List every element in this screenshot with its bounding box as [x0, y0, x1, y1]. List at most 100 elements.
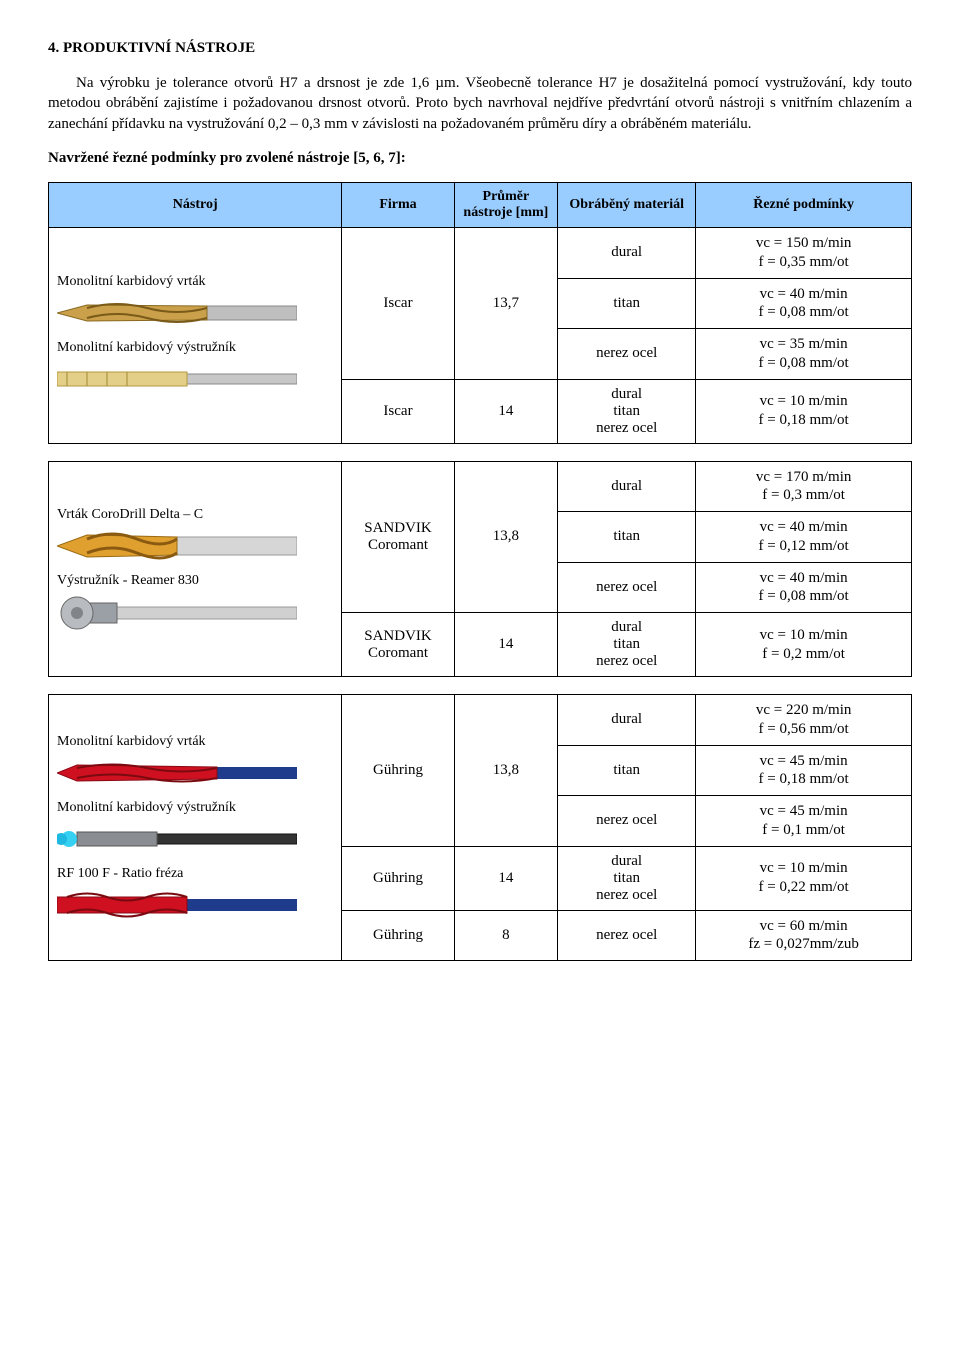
mat-cell: nerez ocel [558, 910, 696, 961]
cond-cell: vc = 40 m/min f = 0,08 mm/ot [696, 278, 912, 329]
firm-cell: Gühring [342, 910, 454, 961]
spacer [49, 443, 912, 461]
diam-cell: 14 [454, 846, 558, 910]
mat-line: nerez ocel [596, 887, 657, 903]
tool-cell: Vrták CoroDrill Delta – C Výstružník - R… [49, 461, 342, 677]
drill-icon [57, 296, 297, 330]
cond-cell: vc = 45 m/min f = 0,18 mm/ot [696, 745, 912, 796]
tool-label: Monolitní karbidový výstružník [57, 800, 333, 816]
firm-cell: SANDVIK Coromant [342, 461, 454, 613]
cond-line: f = 0,1 mm/ot [762, 822, 845, 838]
mat-line: nerez ocel [596, 420, 657, 436]
mat-cell: nerez ocel [558, 329, 696, 380]
mat-line: dural [611, 853, 642, 869]
mat-line: dural [611, 386, 642, 402]
th-tool: Nástroj [49, 183, 342, 228]
cond-line: vc = 40 m/min [760, 286, 848, 302]
cond-cell: vc = 40 m/min f = 0,08 mm/ot [696, 562, 912, 613]
mat-line: titan [613, 870, 640, 886]
tool-cell: Monolitní karbidový vrták Monolitní karb… [49, 228, 342, 444]
cond-line: vc = 60 m/min [760, 918, 848, 934]
mat-cell: dural titan nerez ocel [558, 613, 696, 677]
cond-cell: vc = 60 m/min fz = 0,027mm/zub [696, 910, 912, 961]
tools-table: Nástroj Firma Průměr nástroje [mm] Obráb… [48, 182, 912, 961]
th-diam: Průměr nástroje [mm] [454, 183, 558, 228]
mat-cell: dural titan nerez ocel [558, 846, 696, 910]
tool-label: Monolitní karbidový vrták [57, 274, 333, 290]
mat-cell: nerez ocel [558, 796, 696, 847]
drill-icon [57, 529, 297, 563]
firm-cell: Iscar [342, 379, 454, 443]
diam-cell: 13,8 [454, 695, 558, 847]
diam-cell: 8 [454, 910, 558, 961]
reamer-icon [57, 595, 297, 631]
cond-line: f = 0,2 mm/ot [762, 646, 845, 662]
th-firm: Firma [342, 183, 454, 228]
drill-icon [57, 756, 297, 790]
diam-cell: 14 [454, 379, 558, 443]
tool-label: Vrták CoroDrill Delta – C [57, 507, 333, 523]
paragraph-table-lead: Navržené řezné podmínky pro zvolené nást… [48, 148, 912, 168]
cond-cell: vc = 10 m/min f = 0,22 mm/ot [696, 846, 912, 910]
mat-line: titan [613, 636, 640, 652]
mat-cell: dural [558, 695, 696, 746]
mat-cell: titan [558, 512, 696, 563]
firm-cell: SANDVIK Coromant [342, 613, 454, 677]
mat-line: titan [613, 403, 640, 419]
reamer-icon [57, 362, 297, 396]
diam-cell: 13,7 [454, 228, 558, 380]
cond-cell: vc = 35 m/min f = 0,08 mm/ot [696, 329, 912, 380]
mat-line: nerez ocel [596, 653, 657, 669]
cond-line: vc = 35 m/min [760, 336, 848, 352]
cond-line: f = 0,08 mm/ot [759, 355, 849, 371]
cond-line: vc = 220 m/min [756, 702, 852, 718]
cond-line: f = 0,56 mm/ot [759, 721, 849, 737]
diam-cell: 13,8 [454, 461, 558, 613]
tool-label: Monolitní karbidový vrták [57, 734, 333, 750]
cond-line: f = 0,18 mm/ot [759, 771, 849, 787]
cond-line: f = 0,08 mm/ot [759, 304, 849, 320]
cond-line: fz = 0,027mm/zub [748, 936, 859, 952]
cond-cell: vc = 10 m/min f = 0,18 mm/ot [696, 379, 912, 443]
cond-line: vc = 150 m/min [756, 235, 852, 251]
cond-line: vc = 10 m/min [760, 860, 848, 876]
mill-icon [57, 888, 297, 922]
mat-line: dural [611, 619, 642, 635]
cond-cell: vc = 150 m/min f = 0,35 mm/ot [696, 228, 912, 279]
cond-line: f = 0,08 mm/ot [759, 588, 849, 604]
mat-cell: titan [558, 278, 696, 329]
cond-line: vc = 40 m/min [760, 519, 848, 535]
cond-cell: vc = 45 m/min f = 0,1 mm/ot [696, 796, 912, 847]
cond-line: vc = 10 m/min [760, 627, 848, 643]
th-cond: Řezné podmínky [696, 183, 912, 228]
cond-line: f = 0,3 mm/ot [762, 487, 845, 503]
cond-cell: vc = 170 m/min f = 0,3 mm/ot [696, 461, 912, 512]
cond-line: vc = 40 m/min [760, 570, 848, 586]
cond-line: f = 0,35 mm/ot [759, 254, 849, 270]
tool-label: Monolitní karbidový výstružník [57, 340, 333, 356]
tool-label: Výstružník - Reamer 830 [57, 573, 333, 589]
cond-line: vc = 10 m/min [760, 393, 848, 409]
mat-cell: dural [558, 228, 696, 279]
reamer-icon [57, 822, 297, 856]
cond-line: f = 0,12 mm/ot [759, 538, 849, 554]
tool-label: RF 100 F - Ratio fréza [57, 866, 333, 882]
cond-line: f = 0,22 mm/ot [759, 879, 849, 895]
mat-cell: titan [558, 745, 696, 796]
paragraph-intro: Na výrobku je tolerance otvorů H7 a drsn… [48, 73, 912, 134]
cond-line: vc = 45 m/min [760, 753, 848, 769]
firm-cell: Gühring [342, 695, 454, 847]
section-title: 4. PRODUKTIVNÍ NÁSTROJE [48, 40, 912, 57]
cond-cell: vc = 10 m/min f = 0,2 mm/ot [696, 613, 912, 677]
th-mat: Obráběný materiál [558, 183, 696, 228]
cond-line: vc = 45 m/min [760, 803, 848, 819]
firm-cell: Gühring [342, 846, 454, 910]
tool-cell: Monolitní karbidový vrták Monolitní karb… [49, 695, 342, 961]
spacer [49, 677, 912, 695]
cond-cell: vc = 40 m/min f = 0,12 mm/ot [696, 512, 912, 563]
mat-cell: dural [558, 461, 696, 512]
firm-cell: Iscar [342, 228, 454, 380]
diam-cell: 14 [454, 613, 558, 677]
cond-line: vc = 170 m/min [756, 469, 852, 485]
cond-cell: vc = 220 m/min f = 0,56 mm/ot [696, 695, 912, 746]
